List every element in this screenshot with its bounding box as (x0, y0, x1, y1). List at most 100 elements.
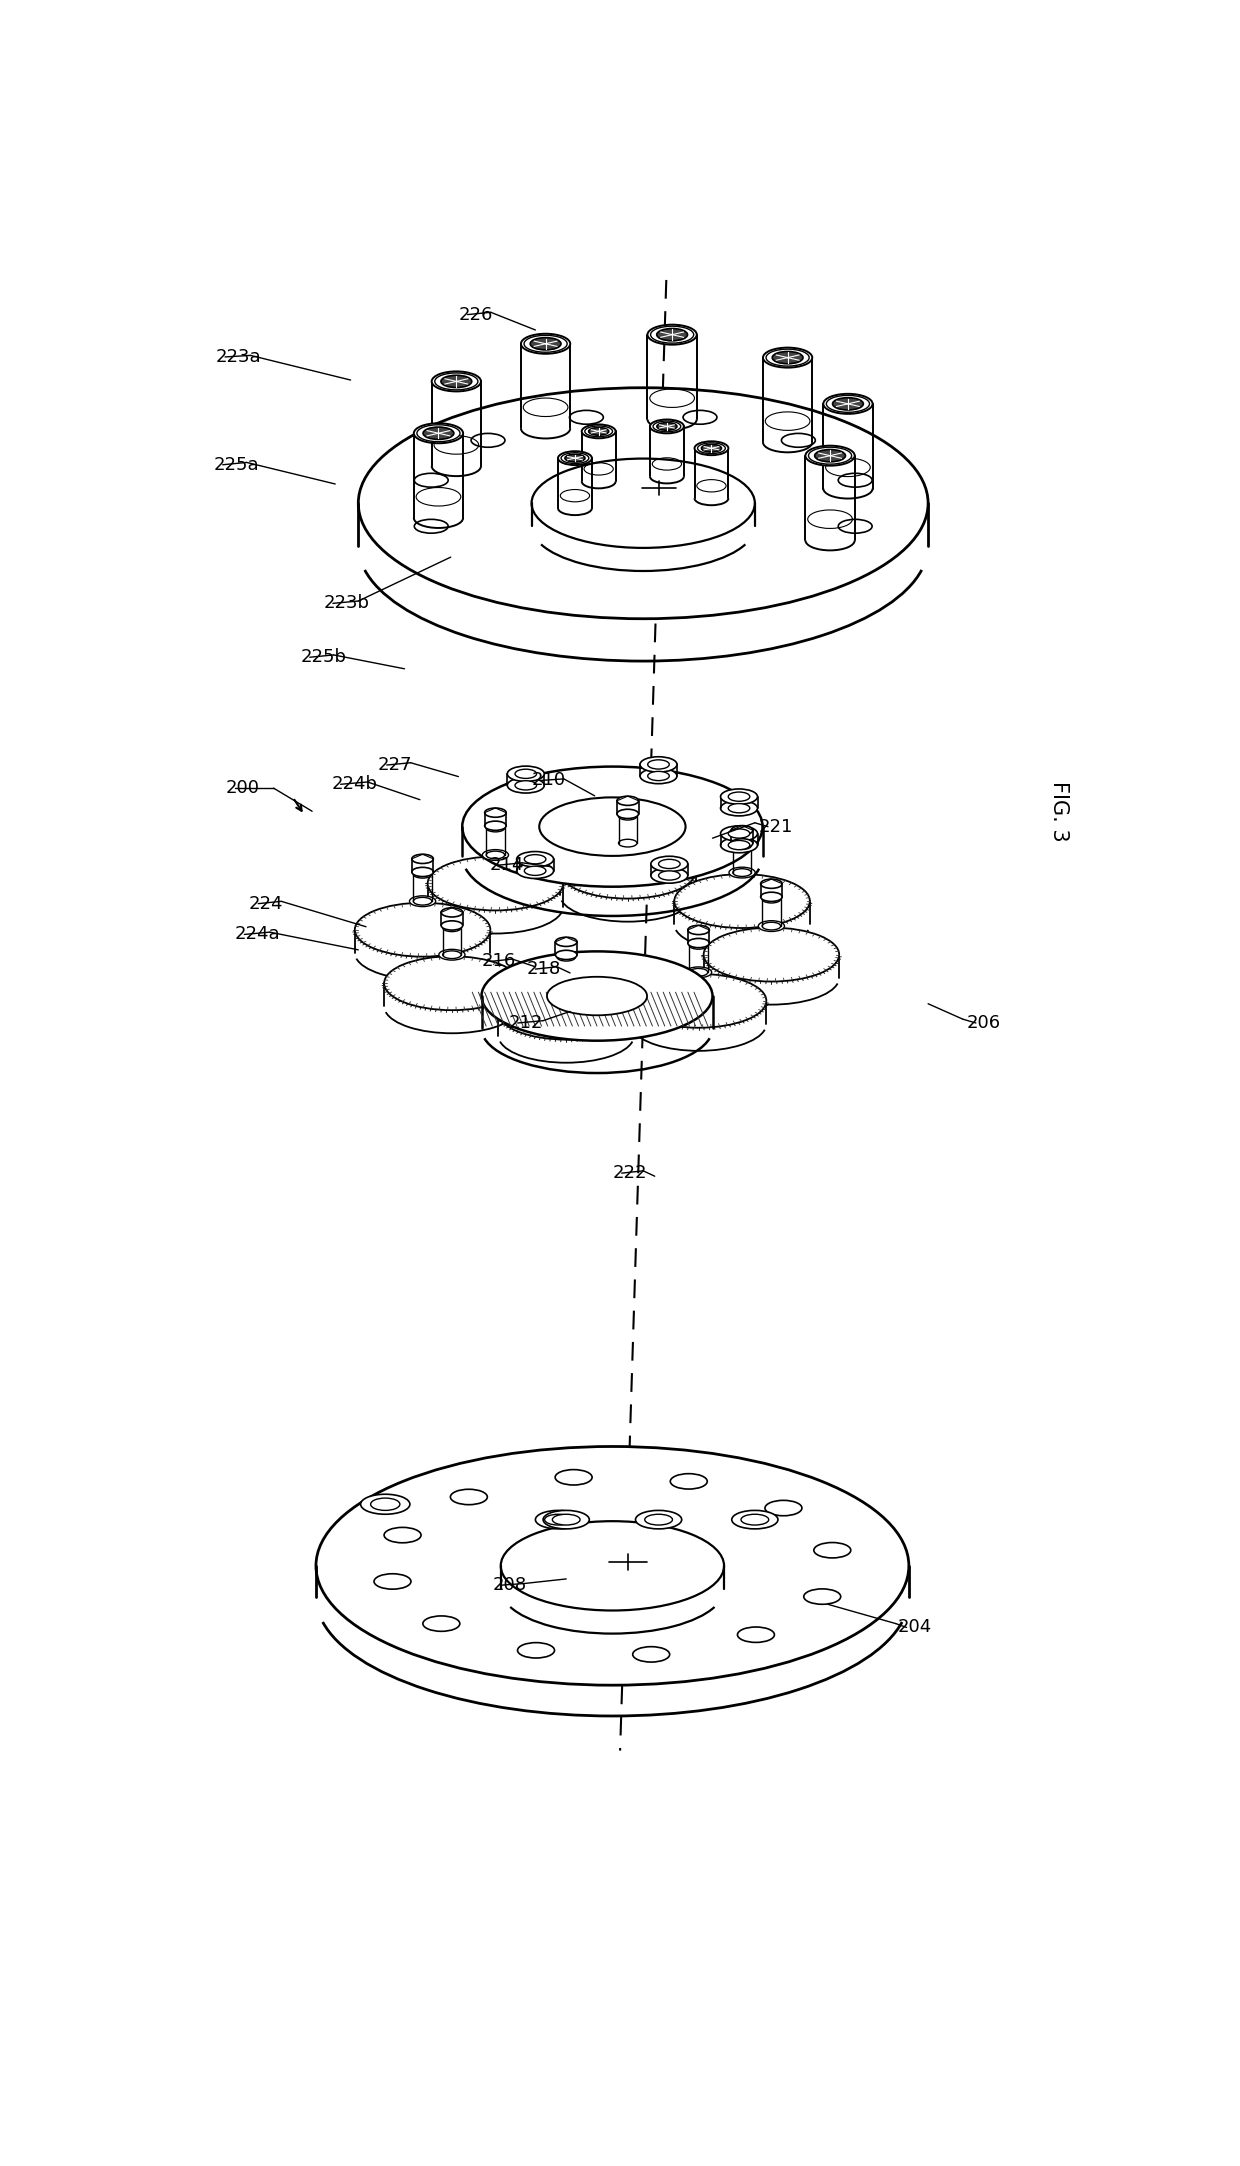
Ellipse shape (738, 1627, 775, 1642)
Text: 224b: 224b (331, 775, 377, 793)
Ellipse shape (412, 853, 433, 864)
Ellipse shape (361, 1495, 410, 1514)
Ellipse shape (552, 1514, 580, 1525)
Ellipse shape (720, 825, 758, 840)
Ellipse shape (409, 897, 435, 908)
Ellipse shape (443, 951, 461, 960)
Ellipse shape (813, 1542, 851, 1557)
Ellipse shape (355, 903, 490, 957)
Ellipse shape (515, 780, 537, 791)
Ellipse shape (618, 797, 639, 806)
Ellipse shape (618, 810, 639, 819)
Ellipse shape (412, 866, 433, 877)
Ellipse shape (525, 856, 546, 864)
Ellipse shape (689, 942, 708, 949)
Ellipse shape (471, 433, 505, 446)
Ellipse shape (671, 1473, 707, 1488)
Ellipse shape (547, 977, 647, 1016)
Ellipse shape (733, 869, 751, 877)
Ellipse shape (582, 425, 615, 438)
Ellipse shape (702, 444, 722, 453)
Ellipse shape (658, 871, 680, 879)
Ellipse shape (539, 797, 686, 856)
Ellipse shape (557, 981, 575, 988)
Ellipse shape (826, 396, 869, 412)
Ellipse shape (720, 838, 758, 853)
Ellipse shape (463, 767, 763, 886)
Ellipse shape (632, 1646, 670, 1661)
Ellipse shape (763, 895, 781, 903)
Ellipse shape (657, 422, 677, 431)
Ellipse shape (698, 442, 725, 453)
Ellipse shape (556, 951, 577, 960)
Ellipse shape (675, 875, 810, 927)
Ellipse shape (808, 446, 852, 464)
Ellipse shape (732, 838, 753, 847)
Ellipse shape (525, 336, 567, 353)
Ellipse shape (560, 453, 589, 464)
Ellipse shape (515, 769, 537, 778)
Ellipse shape (760, 892, 782, 901)
Text: 224a: 224a (236, 925, 280, 944)
Ellipse shape (316, 1447, 909, 1685)
Ellipse shape (763, 923, 781, 929)
Ellipse shape (720, 801, 758, 817)
Ellipse shape (531, 338, 560, 351)
Ellipse shape (763, 347, 812, 368)
Text: 212: 212 (508, 1014, 543, 1031)
Ellipse shape (521, 334, 570, 353)
Ellipse shape (525, 866, 546, 875)
Ellipse shape (689, 968, 708, 977)
Ellipse shape (647, 771, 670, 780)
Ellipse shape (640, 756, 677, 771)
Ellipse shape (589, 427, 609, 435)
Ellipse shape (441, 375, 471, 388)
Ellipse shape (732, 825, 753, 834)
Ellipse shape (358, 388, 928, 619)
Ellipse shape (631, 975, 766, 1027)
Ellipse shape (553, 979, 579, 990)
Ellipse shape (653, 420, 681, 431)
Ellipse shape (703, 927, 839, 981)
Ellipse shape (773, 351, 804, 364)
Ellipse shape (486, 851, 505, 860)
Ellipse shape (417, 425, 460, 442)
Text: FIG. 3: FIG. 3 (1049, 782, 1069, 843)
Text: 223a: 223a (216, 349, 262, 366)
Text: 200: 200 (226, 780, 260, 797)
Ellipse shape (658, 860, 680, 869)
Ellipse shape (517, 862, 553, 879)
Ellipse shape (428, 856, 563, 910)
Ellipse shape (806, 446, 854, 466)
Ellipse shape (544, 1514, 573, 1525)
Ellipse shape (615, 838, 641, 849)
Ellipse shape (486, 825, 505, 832)
Ellipse shape (688, 938, 709, 949)
Ellipse shape (507, 767, 544, 782)
Ellipse shape (423, 427, 454, 440)
Ellipse shape (645, 1514, 672, 1525)
Ellipse shape (728, 840, 750, 849)
Ellipse shape (647, 760, 670, 769)
Ellipse shape (557, 953, 575, 962)
Ellipse shape (374, 1575, 410, 1590)
Ellipse shape (732, 1510, 777, 1529)
Ellipse shape (815, 451, 846, 461)
Ellipse shape (371, 1499, 399, 1510)
Text: 206: 206 (967, 1014, 1001, 1031)
Text: 204: 204 (898, 1618, 931, 1637)
Ellipse shape (543, 1510, 589, 1529)
Ellipse shape (765, 1501, 802, 1516)
Ellipse shape (651, 869, 688, 884)
Ellipse shape (384, 955, 520, 1009)
Ellipse shape (565, 455, 585, 461)
Text: 222: 222 (613, 1163, 647, 1183)
Text: 221: 221 (759, 817, 794, 836)
Ellipse shape (441, 921, 463, 929)
Ellipse shape (414, 474, 448, 487)
Ellipse shape (443, 925, 461, 931)
Text: 223b: 223b (324, 593, 370, 613)
Ellipse shape (694, 442, 728, 455)
Ellipse shape (688, 925, 709, 934)
Ellipse shape (432, 370, 481, 392)
